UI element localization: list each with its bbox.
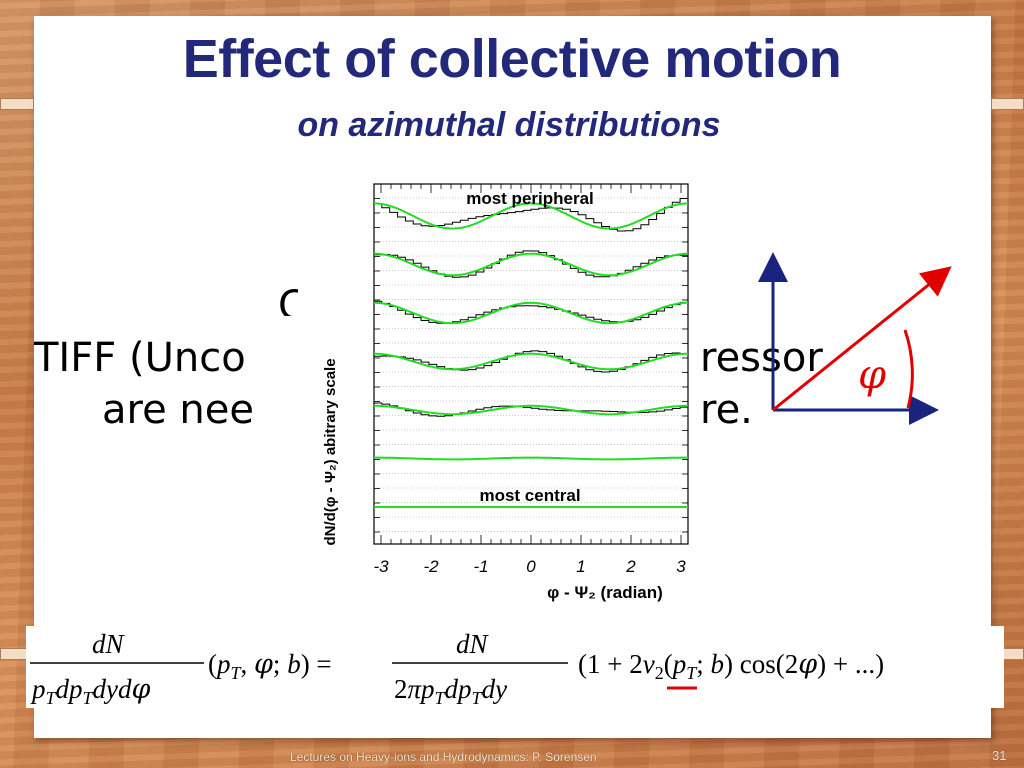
chart-ylabel: dN/d(φ - Ψ₂) abitrary scale	[322, 358, 339, 545]
rhs-numerator: dN	[456, 629, 490, 659]
histogram-series-0	[374, 198, 688, 232]
angle-arc	[903, 329, 914, 409]
x-tick-label: 3	[676, 557, 686, 576]
x-tick-label: -1	[473, 557, 488, 576]
rhs-expansion: (1 + 2v2(pT; b) cos(2φ) + ...)	[578, 649, 884, 683]
chart-svg: -3 -2 -1 0 1 2 3 dN/d(φ - Ψ₂) abitrary scale φ…	[322, 183, 689, 602]
page-number: 31	[992, 748, 1007, 763]
annotation-most-central: most central	[479, 486, 580, 505]
x-tick-label: -3	[373, 557, 389, 576]
x-tick-label: 2	[625, 557, 636, 576]
azimuthal-chart: -3 -2 -1 0 1 2 3 dN/d(φ - Ψ₂) abitrary scale φ…	[300, 170, 700, 610]
x-tick-label: -2	[423, 557, 439, 576]
histogram-series-2	[374, 300, 688, 324]
fit-curve-0	[373, 202, 689, 230]
lhs-denominator: pTdpTdydφ	[30, 674, 151, 708]
placeholder-text-line2-left: are nee	[102, 387, 254, 433]
fit-curve-5	[374, 456, 688, 461]
left-tab-top	[0, 98, 34, 110]
momentum-vector-arrow	[772, 266, 952, 412]
phi-symbol: φ	[858, 352, 886, 398]
chart-xlabel: φ - Ψ₂ (radian)	[547, 583, 663, 602]
annotation-most-peripheral: most peripheral	[466, 189, 594, 208]
formula-svg: dN pTdpTdydφ (pT, φ; b) = dN 2πpTdpTdy (…	[30, 629, 884, 708]
angle-diagram: φ	[758, 252, 952, 425]
formula-panel: dN pTdpTdydφ (pT, φ; b) = dN 2πpTdpTdy (…	[26, 626, 1004, 708]
lhs-args: (pT, φ; b) =	[208, 649, 332, 683]
placeholder-circle-fragment: C	[278, 286, 298, 316]
rhs-denominator: 2πpTdpTdy	[394, 674, 507, 708]
fit-curve-2	[373, 301, 689, 325]
fit-curve-4	[374, 404, 688, 416]
x-tick-label: 0	[526, 557, 536, 576]
placeholder-text-line1-left: TIFF (Unco	[34, 335, 246, 381]
placeholder-text-line2-right: re.	[700, 387, 753, 433]
slide-subtitle: on azimuthal distributions	[297, 106, 721, 144]
slide-footer: Lectures on Heavy-ions and Hydrodynamics…	[290, 750, 597, 764]
slide-title: Effect of collective motion	[182, 29, 842, 89]
histogram-series-3	[374, 350, 688, 373]
lhs-numerator: dN	[92, 629, 126, 659]
fit-curve-1	[373, 252, 689, 277]
x-tick-label: 1	[576, 557, 585, 576]
fit-curve-3	[374, 352, 688, 371]
histogram-series-1	[374, 250, 688, 278]
placeholder-text-line1-right: ressor	[700, 335, 823, 381]
